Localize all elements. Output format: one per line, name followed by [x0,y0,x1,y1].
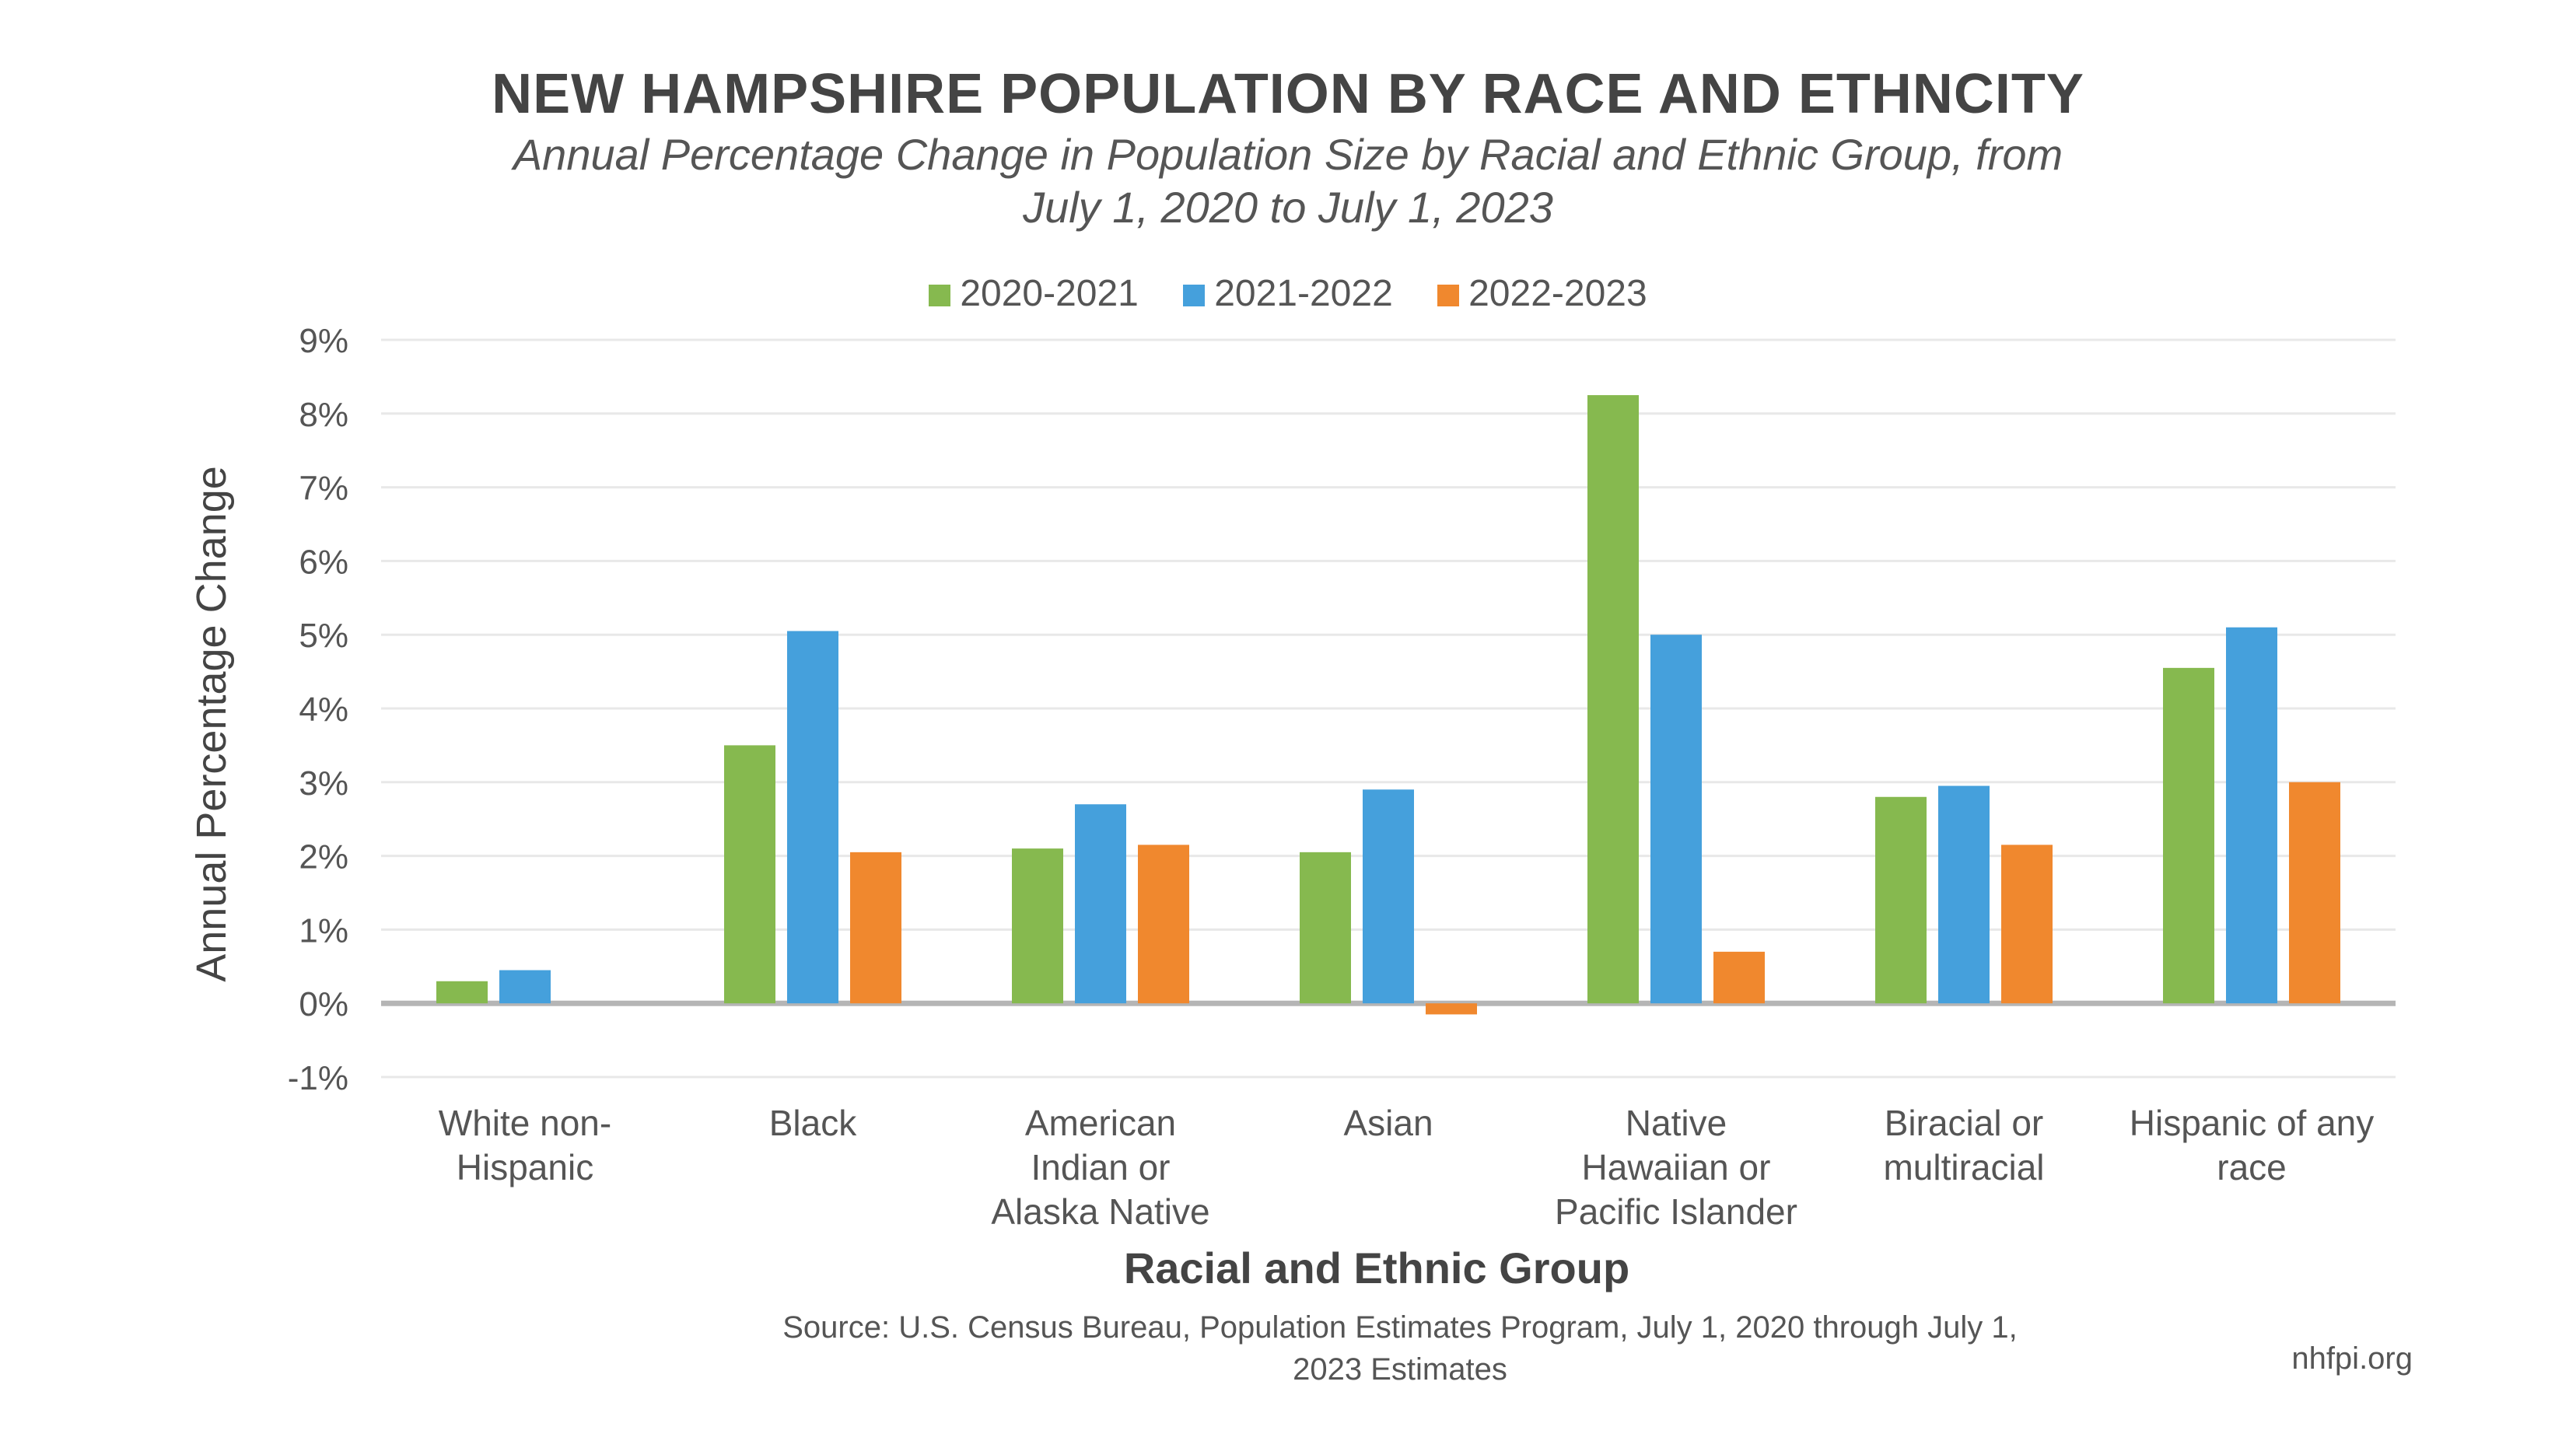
subtitle-line-1: Annual Percentage Change in Population S… [513,130,2063,179]
y-tick-label: 3% [299,764,348,803]
x-tick-label: Pacific Islander [1555,1191,1797,1232]
source-note: Source: U.S. Census Bureau, Population E… [544,1306,2256,1390]
bar [1713,951,1765,1004]
bar [436,981,488,1004]
bar [2001,845,2053,1004]
x-tick-label: Indian or [1031,1147,1170,1187]
legend-swatch [1183,285,1206,307]
x-tick-label: Hispanic [457,1147,593,1187]
x-tick-label: American [1025,1103,1176,1143]
legend-item-2020-2021: 2020-2021 [929,272,1139,315]
x-tick-label: Native [1626,1103,1727,1143]
source-line-2: 2023 Estimates [1293,1352,1507,1387]
y-tick-label: 2% [299,838,348,876]
bar [2226,627,2277,1004]
y-tick-label: 1% [299,911,348,950]
y-tick-label: 6% [299,543,348,581]
x-tick-label: Hispanic of any [2130,1103,2375,1143]
bar [1075,804,1126,1004]
source-line-1: Source: U.S. Census Bureau, Population E… [782,1310,2018,1345]
chart-subtitle: Annual Percentage Change in Population S… [432,128,2144,234]
chart-title: NEW HAMPSHIRE POPULATION BY RACE AND ETH… [492,63,2084,125]
bar [1426,1003,1477,1015]
bar [1138,845,1189,1004]
y-tick-label: 0% [299,985,348,1023]
x-tick-label: multiracial [1883,1147,2044,1187]
x-tick-label: White non- [439,1103,611,1143]
bar [2289,782,2340,1004]
legend-swatch [929,285,951,307]
legend-item-2021-2022: 2021-2022 [1183,272,1393,315]
x-tick-label: Black [769,1103,857,1143]
x-tick-label: Asian [1343,1103,1433,1143]
legend-item-2022-2023: 2022-2023 [1437,272,1647,315]
bar [1587,395,1639,1004]
x-tick-label: Biracial or [1885,1103,2044,1143]
x-tick-label: Alaska Native [991,1191,1209,1232]
chart-legend: 2020-2021 2021-2022 2022-2023 [0,272,2576,315]
y-tick-label: 8% [299,396,348,434]
legend-swatch [1437,285,1460,307]
legend-label: 2020-2021 [960,273,1139,314]
legend-label: 2022-2023 [1468,273,1647,314]
x-axis-label: Racial and Ethnic Group [1124,1243,1629,1292]
y-tick-labels: -1% 0% 1% 2% 3% 4% 5% 6% 7% 8% 9% [288,322,348,1097]
bar [1363,789,1414,1004]
bar [1875,796,1927,1004]
bar [499,970,551,1004]
legend-label: 2021-2022 [1214,273,1393,314]
y-tick-label: -1% [288,1059,348,1097]
site-credit: nhfpi.org [2291,1341,2413,1376]
bar [1012,848,1063,1004]
x-tick-label: Hawaiian or [1582,1147,1771,1187]
y-tick-label: 5% [299,617,348,655]
bar [1650,635,1702,1004]
bar [2163,667,2214,1004]
gridlines [381,338,2396,1079]
x-tick-label: race [2217,1147,2286,1187]
y-tick-label: 7% [299,470,348,508]
bars [436,395,2340,1015]
y-tick-label: 4% [299,691,348,729]
bar [1938,785,1990,1004]
y-tick-label: 9% [299,322,348,360]
subtitle-line-2: July 1, 2020 to July 1, 2023 [1023,183,1553,232]
y-axis-label: Annual Percentage Change [188,466,235,982]
bar [787,631,838,1004]
bar [724,745,775,1004]
bar [850,852,901,1004]
bar [1300,852,1351,1004]
